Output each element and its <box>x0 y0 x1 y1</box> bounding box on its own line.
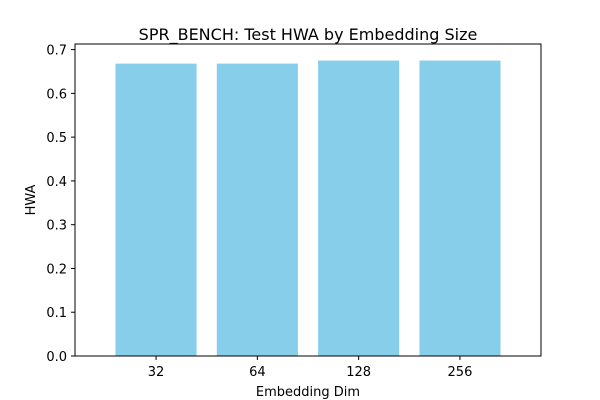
chart-title: SPR_BENCH: Test HWA by Embedding Size <box>139 25 478 45</box>
y-tick-label: 0.3 <box>46 219 67 234</box>
bar-128 <box>318 60 400 356</box>
x-tick-label: 128 <box>346 365 371 380</box>
bar-256 <box>419 60 501 356</box>
bar-32 <box>115 63 197 356</box>
x-tick-label: 32 <box>148 365 165 380</box>
x-tick-label: 256 <box>448 365 473 380</box>
y-axis-label: HWA <box>24 184 39 215</box>
y-tick-label: 0.4 <box>46 175 67 190</box>
y-tick-label: 0.1 <box>46 306 67 321</box>
bars-group <box>115 60 501 356</box>
x-tick-label: 64 <box>249 365 266 380</box>
y-tick-label: 0.5 <box>46 131 67 146</box>
plot-frame <box>74 43 542 357</box>
y-tick-label: 0.0 <box>46 350 67 365</box>
bar-64 <box>216 63 298 356</box>
y-tick-label: 0.6 <box>46 87 67 102</box>
y-tick-label: 0.2 <box>46 262 67 277</box>
y-ticks-group: 0.0 0.1 0.2 0.3 0.4 0.5 0.6 0.7 <box>46 44 75 365</box>
x-ticks-group: 32 64 128 256 <box>148 356 473 380</box>
y-tick-label: 0.7 <box>46 44 67 59</box>
x-axis-label: Embedding Dim <box>256 385 360 400</box>
